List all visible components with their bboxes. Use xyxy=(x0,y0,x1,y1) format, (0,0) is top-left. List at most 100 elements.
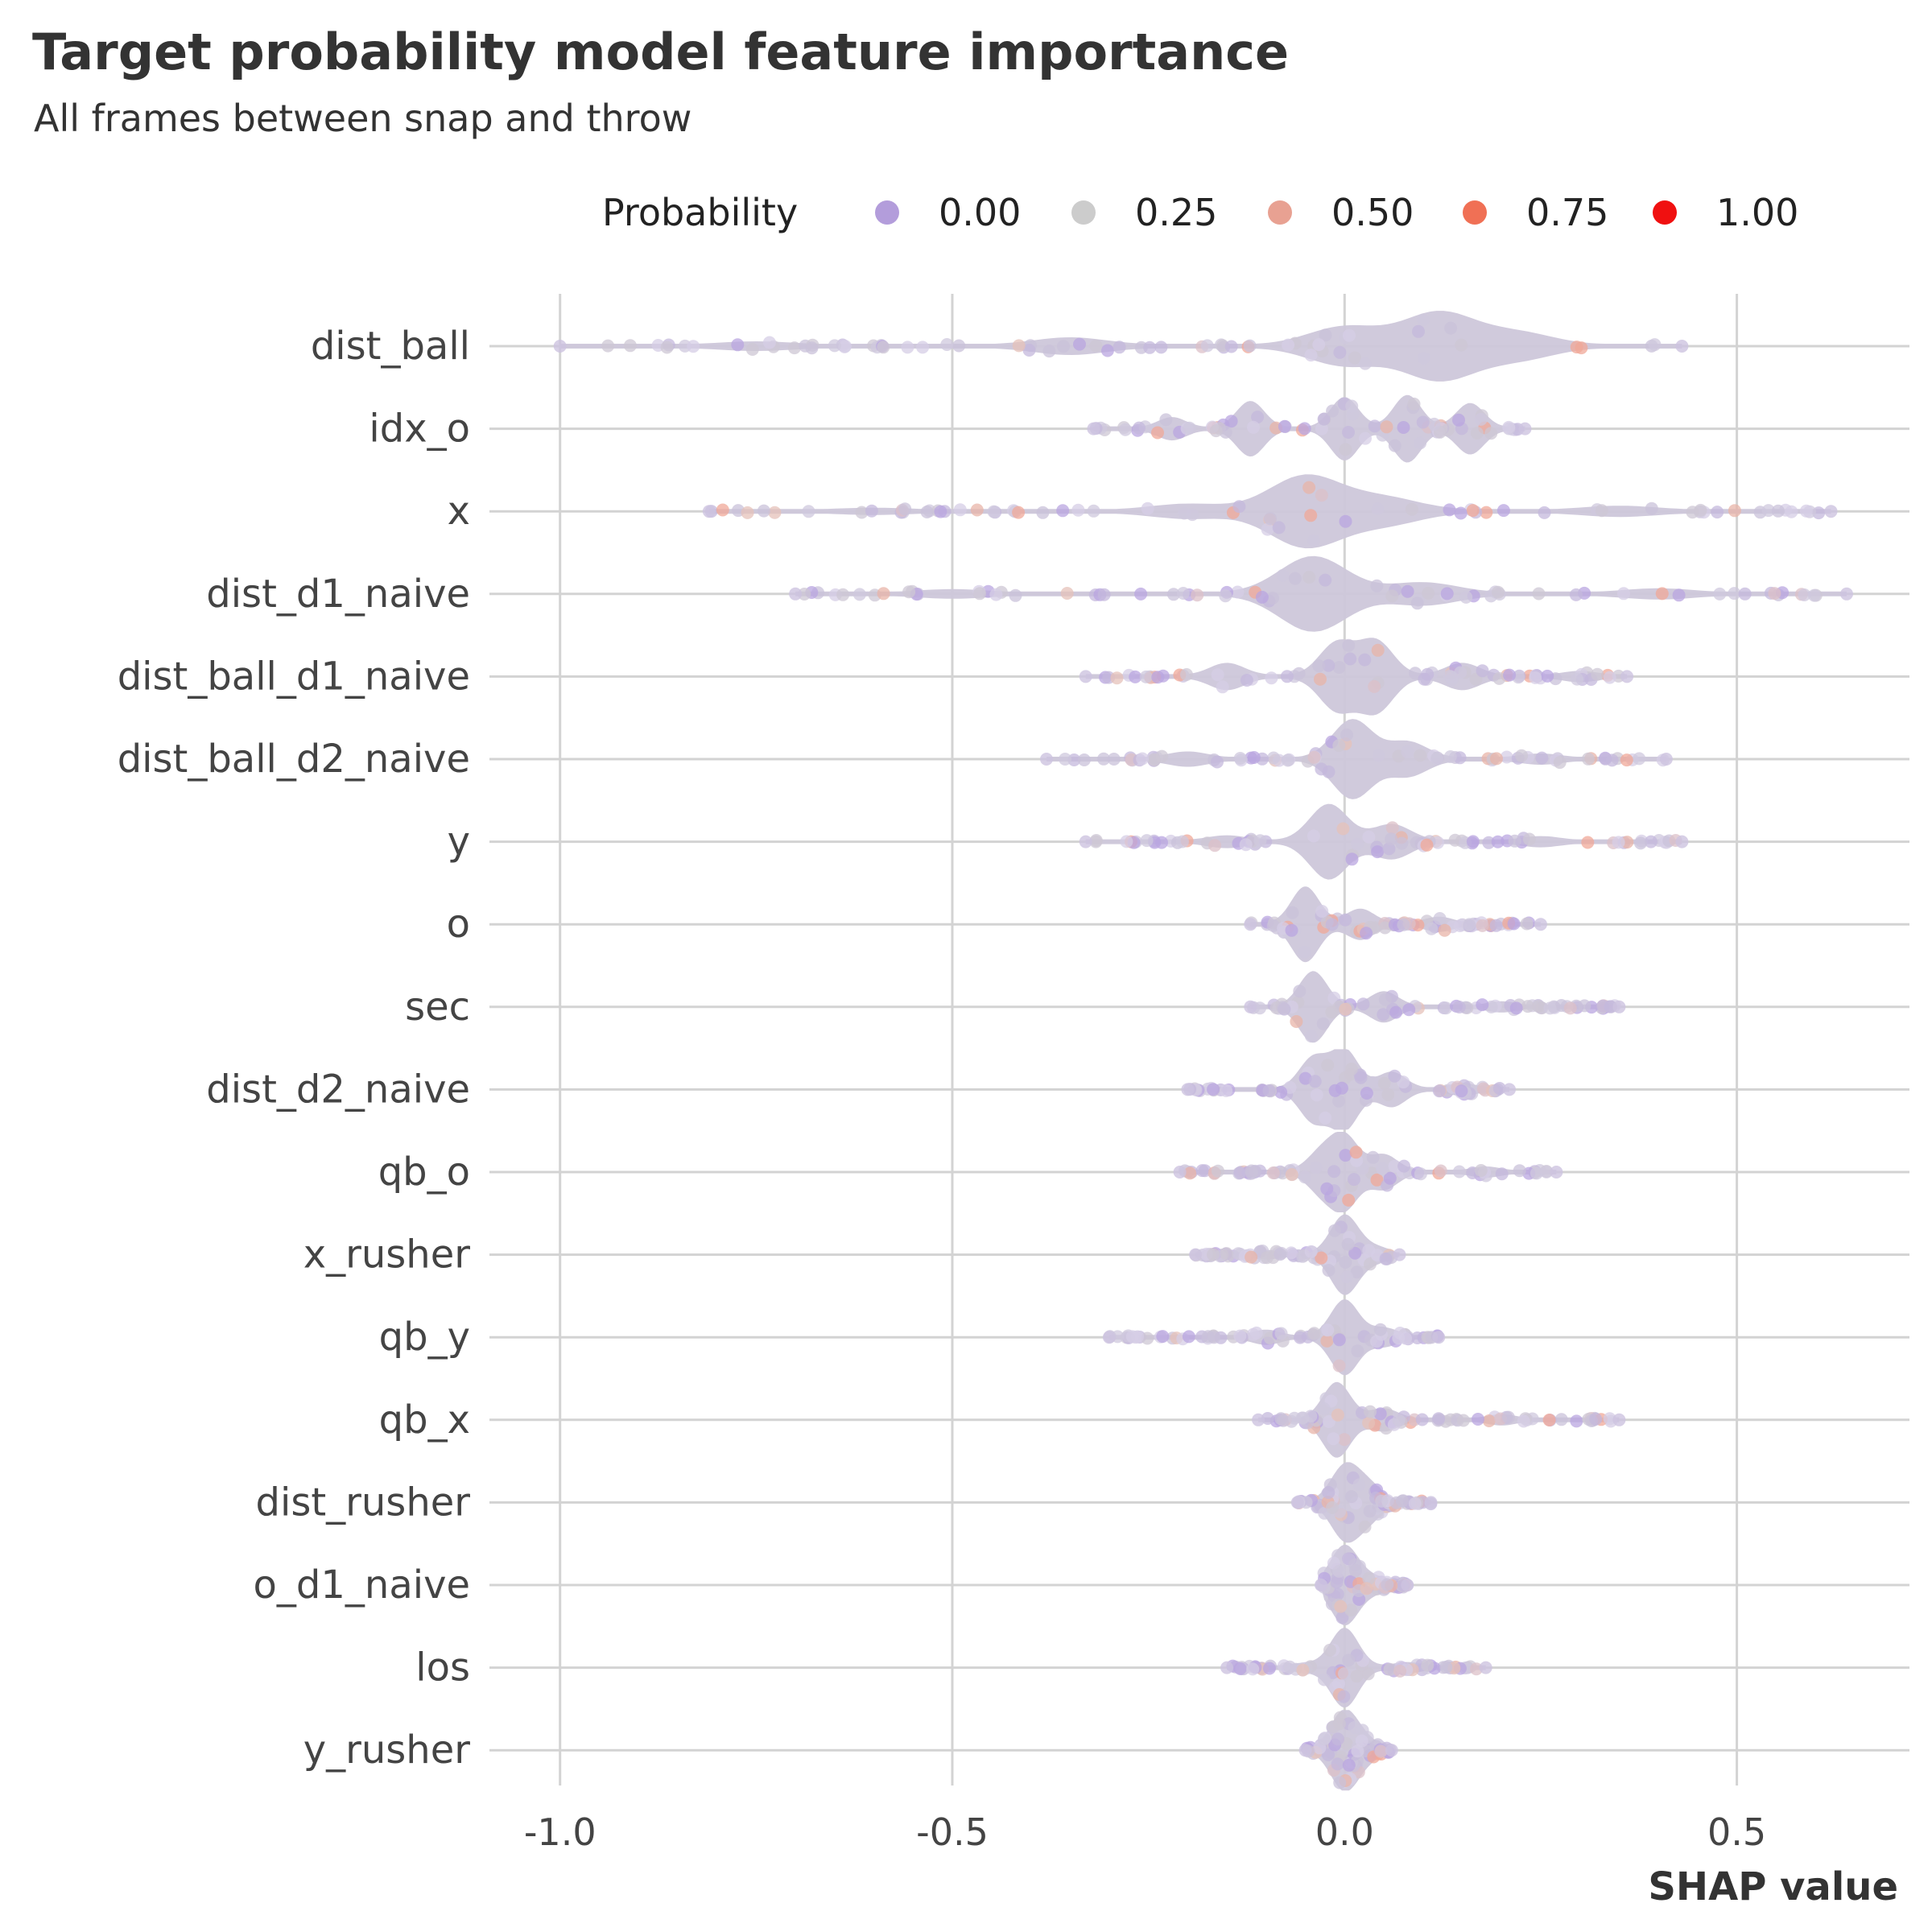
shap-point xyxy=(1581,836,1595,849)
shap-point xyxy=(1425,922,1439,935)
shap-point xyxy=(1253,834,1267,848)
shap-point xyxy=(1738,587,1752,601)
shap-point xyxy=(1097,588,1111,601)
shap-point xyxy=(1100,344,1114,357)
shap-point xyxy=(1274,1248,1287,1261)
shap-point xyxy=(1339,443,1352,456)
shap-point xyxy=(1368,679,1381,693)
shap-point xyxy=(1342,426,1355,439)
y-category-label: dist_d2_naive xyxy=(206,1067,470,1112)
shap-point xyxy=(852,588,866,601)
shap-point xyxy=(1219,589,1232,603)
x-tick-label: -1.0 xyxy=(524,1810,597,1854)
shap-point xyxy=(1195,1164,1209,1178)
shap-point xyxy=(1253,1001,1266,1015)
shap-point xyxy=(1388,1159,1402,1173)
legend-entry-label: 0.50 xyxy=(1331,191,1414,234)
shap-point xyxy=(1151,671,1165,684)
shap-point xyxy=(1350,1670,1364,1683)
shap-point xyxy=(1296,1663,1310,1677)
shap-point xyxy=(1255,590,1269,604)
shap-point xyxy=(1209,424,1223,438)
shap-point xyxy=(1445,673,1459,687)
shap-point xyxy=(1288,572,1302,585)
shap-point xyxy=(952,339,966,353)
shap-point xyxy=(1319,328,1332,342)
shap-point xyxy=(1212,1164,1224,1178)
shap-point xyxy=(1341,1237,1355,1251)
shap-point xyxy=(1452,413,1465,427)
shap-point xyxy=(1327,1165,1341,1179)
shap-point xyxy=(1327,1720,1340,1733)
shap-point xyxy=(1077,753,1091,766)
shap-point xyxy=(1352,1478,1366,1492)
shap-point xyxy=(1571,672,1584,686)
x-axis-label: SHAP value xyxy=(1648,1864,1898,1909)
shap-point xyxy=(1356,997,1370,1011)
shap-point xyxy=(1325,918,1339,931)
shap-point xyxy=(1414,1167,1427,1181)
shap-point xyxy=(1371,845,1385,859)
shap-point xyxy=(1309,1161,1323,1174)
y-category-label: x xyxy=(448,489,470,534)
shap-point xyxy=(1466,835,1480,848)
shap-point-extreme xyxy=(1840,587,1853,601)
shap-point xyxy=(1420,838,1434,852)
shap-point xyxy=(865,504,878,518)
shap-point xyxy=(1316,1017,1330,1030)
shap-point xyxy=(1459,590,1473,604)
shap-point xyxy=(1648,338,1662,352)
shap-point xyxy=(877,587,890,601)
shap-point xyxy=(1495,1167,1509,1181)
shap-point xyxy=(1292,667,1306,680)
shap-point xyxy=(1140,834,1154,848)
shap-point xyxy=(1151,426,1164,440)
legend-key xyxy=(1653,200,1677,225)
shap-point xyxy=(1517,1414,1530,1428)
shap-point xyxy=(1370,1173,1384,1187)
shap-point xyxy=(1338,1667,1351,1681)
shap-point-extreme xyxy=(1079,670,1092,683)
y-category-label: sec xyxy=(405,985,470,1030)
shap-point xyxy=(1492,671,1506,685)
points-layer xyxy=(553,313,1853,1790)
shap-point xyxy=(1326,404,1340,418)
shap-point xyxy=(1474,412,1488,426)
shap-point xyxy=(1107,753,1121,766)
shap-point xyxy=(1422,586,1435,600)
category-labels: dist_ball idx_ox dist_d1_naive dist_ball_d1… xyxy=(118,324,471,1773)
shap-point xyxy=(1286,906,1299,919)
shap-point xyxy=(1438,923,1451,937)
shap-point xyxy=(1644,835,1657,848)
shap-point xyxy=(1251,411,1265,424)
shap-point xyxy=(1371,502,1385,516)
shap-point xyxy=(623,339,637,353)
shap-point xyxy=(1319,573,1332,587)
shap-point xyxy=(757,504,770,518)
shap-point xyxy=(1339,913,1352,927)
shap-point xyxy=(1397,918,1410,931)
shap-point xyxy=(1207,1248,1220,1261)
shap-point xyxy=(1042,345,1056,358)
shap-point xyxy=(1433,912,1447,925)
shap-point xyxy=(1321,1059,1335,1072)
shap-point xyxy=(1322,1264,1335,1278)
shap-point xyxy=(1396,1494,1409,1508)
shap-point xyxy=(1370,579,1384,592)
shap-point xyxy=(1374,1744,1388,1758)
y-category-label: y_rusher xyxy=(303,1728,471,1773)
shap-point xyxy=(1036,506,1050,519)
shap-point-extreme xyxy=(1252,1413,1265,1426)
shap-point xyxy=(1264,512,1278,526)
shap-point xyxy=(1761,504,1775,518)
shap-point xyxy=(731,338,745,352)
shap-point xyxy=(855,506,869,519)
shap-point xyxy=(601,339,615,353)
shap-point-extreme xyxy=(1298,1744,1312,1757)
shap-point xyxy=(1012,339,1026,353)
shap-point xyxy=(798,588,811,601)
shap-point xyxy=(1320,1182,1334,1195)
shap-point xyxy=(1211,668,1224,682)
shap-point xyxy=(1476,664,1489,678)
shap-point-extreme xyxy=(702,505,716,518)
